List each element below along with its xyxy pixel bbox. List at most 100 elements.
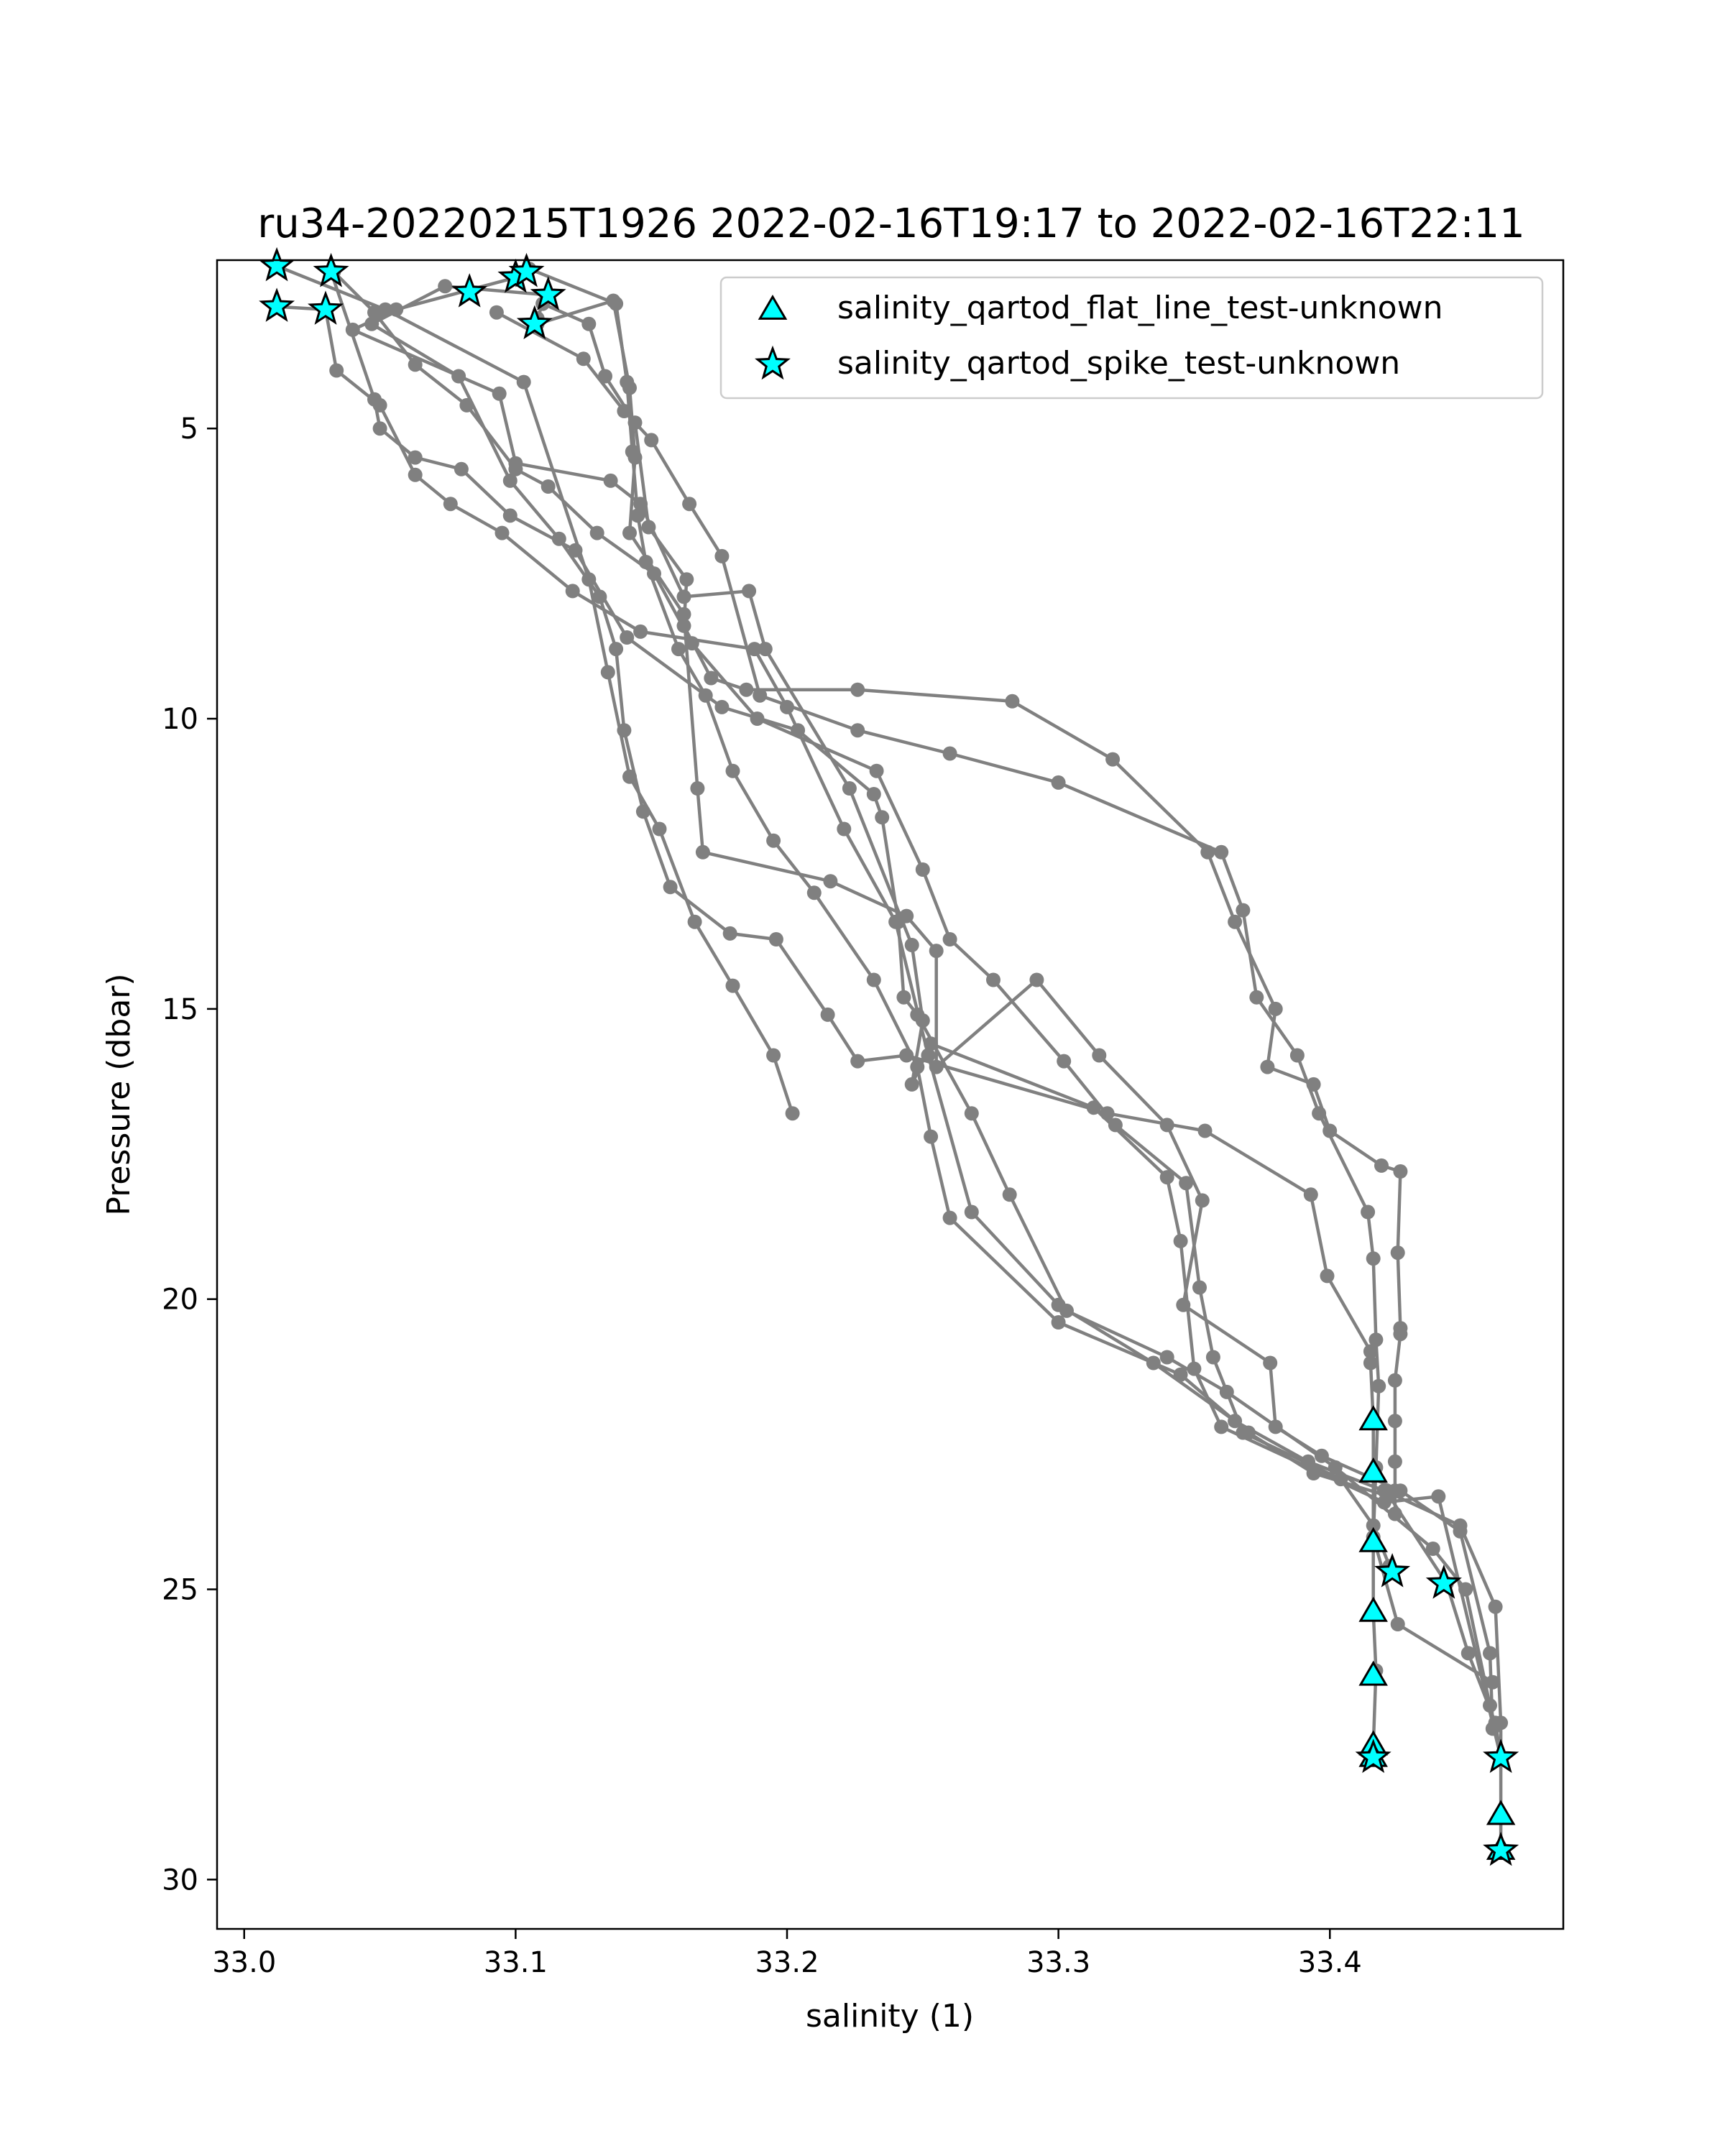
profile-point [1268,1001,1283,1016]
profile-point [1159,1170,1174,1185]
flat-line-flag-marker [1358,1526,1388,1552]
profile-line [535,302,1402,1514]
profile-point [1236,903,1251,918]
profile-point [1192,1280,1207,1295]
profile-point [641,520,656,535]
profile-2 [522,262,1509,1765]
profile-point [581,316,597,331]
profile-line [329,271,1492,1706]
profile-point [516,374,531,390]
profile-point [630,508,645,523]
profile-point [508,456,523,471]
profile-point [850,682,865,697]
profile-point [964,1204,979,1220]
profile-point [768,932,783,946]
profile-point [866,972,881,987]
profile-point [1320,1268,1335,1284]
profile-point [695,844,710,860]
legend-box [719,276,1544,400]
y-axis-label: Pressure (dbar) [101,973,137,1215]
profile-point [1390,1245,1405,1261]
profile-point [739,682,754,697]
profile-point [1263,1355,1278,1370]
profile-point [1390,1617,1405,1631]
profile-point [676,589,691,604]
profile-point [750,711,765,726]
profile-point [603,473,618,488]
profile-8 [530,293,1500,1736]
profile-point [837,821,852,837]
profile-point [679,572,694,587]
profile-point [1108,1118,1123,1133]
profile-point [565,584,580,599]
y-axis: 5 10 15 20 25 30 [162,413,217,1897]
profile-point [1376,1483,1392,1498]
spike-flag-marker [530,276,566,310]
profile-point [408,450,423,465]
profile-point [1228,914,1243,929]
profile-line [369,285,1378,1758]
profile-point [766,833,781,848]
profile-point [1051,1297,1066,1312]
profile-point [1092,1048,1107,1063]
profile-point [408,467,423,482]
legend-star-marker [755,345,791,380]
profile-point [714,699,730,714]
spike-flag-marker [259,247,295,282]
profile-point [758,642,773,657]
profile-point [888,914,903,929]
legend-triangle-glyph [758,295,788,320]
profile-point [1159,1118,1174,1133]
profile-point [633,624,648,639]
profile-point [924,1036,939,1051]
chart-title: ru34-20220215T1926 2022-02-16T19:17 to 2… [257,201,1524,247]
profile-point [345,322,360,337]
profile-point [722,926,737,941]
profile-point [747,642,762,657]
profile-point [986,972,1000,987]
profile-point [806,885,822,900]
profile-point [502,473,518,488]
profile-point [1303,1187,1318,1202]
profile-point [1159,1350,1174,1365]
profile-point [1051,1315,1066,1330]
profile-4 [270,299,1509,1858]
profile-point [1187,1361,1202,1376]
profile-point [1314,1448,1329,1463]
profile-point [1057,1054,1072,1069]
profile-point [866,787,881,801]
profile-point [492,386,507,401]
profile-point [785,1106,800,1121]
profile-point [1363,1344,1378,1359]
profile-point [869,763,884,778]
flat-line-flag-marker [1358,1457,1388,1483]
profile-point [1005,694,1020,709]
profile-point [1051,775,1066,790]
y-tick-label: 30 [162,1864,198,1897]
profile-point [1387,1483,1402,1498]
profile-point [1387,1373,1402,1388]
profile-point [1249,990,1264,1005]
profile-point [850,1054,865,1069]
profile-point [1312,1106,1327,1121]
spike-flag-marker [1425,1565,1462,1599]
profile-point [408,357,423,372]
profile-point [600,665,615,680]
profile-point [1268,1419,1283,1434]
y-tick-label: 15 [162,993,198,1026]
profile-point [1485,1721,1500,1736]
x-axis: 33.0 33.1 33.2 33.3 33.4 [212,1929,1362,1979]
x-tick-label: 33.4 [1298,1946,1362,1979]
profile-3 [323,264,1497,1713]
profile-point [896,990,911,1005]
profile-point [568,543,583,558]
profile-point [1363,1355,1378,1370]
profile-point [620,630,635,645]
profile-point [1488,1599,1503,1614]
profile-7 [364,279,1384,1765]
flag-markers [259,247,1519,1866]
profile-point [904,1077,919,1092]
x-tick-label: 33.0 [212,1946,276,1979]
profile-lines [270,259,1509,1858]
legend-entry-spike: salinity_qartod_spike_test-unknown [837,345,1400,382]
